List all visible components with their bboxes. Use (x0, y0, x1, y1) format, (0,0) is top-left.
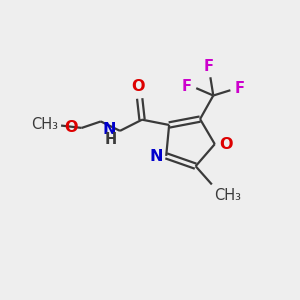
Text: H: H (104, 132, 116, 147)
Text: O: O (219, 136, 233, 152)
Text: F: F (235, 81, 244, 96)
Text: F: F (182, 79, 192, 94)
Text: F: F (204, 59, 214, 74)
Text: O: O (131, 79, 145, 94)
Text: N: N (103, 122, 116, 137)
Text: O: O (64, 120, 78, 135)
Text: CH₃: CH₃ (214, 188, 241, 203)
Text: CH₃: CH₃ (31, 117, 58, 132)
Text: N: N (149, 149, 163, 164)
